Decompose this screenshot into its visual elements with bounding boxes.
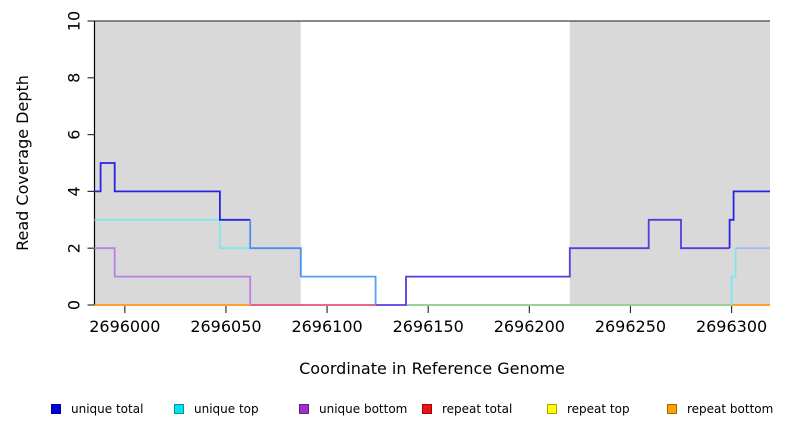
- legend-item-unique-total: unique total: [51, 399, 143, 419]
- y-tick-label: 4: [65, 186, 84, 196]
- y-tick-label: 8: [65, 73, 84, 83]
- legend-item-unique-top: unique top: [174, 399, 259, 419]
- legend-item-repeat-top: repeat top: [547, 399, 630, 419]
- legend-label: unique total: [71, 402, 144, 416]
- shaded-region-2: [569, 21, 770, 305]
- x-tick-label: 2696200: [494, 317, 565, 336]
- plot-canvas: 2696000 2696050 2696100 2696150 2696200 26962…: [13, 11, 770, 378]
- y-axis-ticks: 0 2 4 6 8 10: [65, 11, 95, 310]
- legend: unique total unique top unique bottom repea…: [0, 399, 792, 423]
- legend-swatch-icon: [547, 404, 557, 414]
- legend-swatch-icon: [51, 404, 61, 414]
- line-unique-top-left: [94, 218, 251, 250]
- y-tick-label: 10: [65, 11, 84, 31]
- legend-item-repeat-total: repeat total: [422, 399, 512, 419]
- line-unique-total-left: [94, 162, 251, 221]
- y-axis-title: Read Coverage Depth: [13, 75, 32, 251]
- x-axis-title: Coordinate in Reference Genome: [299, 359, 565, 378]
- shaded-region-1: [94, 21, 301, 305]
- x-tick-label: 2696050: [190, 317, 261, 336]
- legend-swatch-icon: [422, 404, 432, 414]
- legend-swatch-icon: [667, 404, 677, 414]
- line-unique-top-right-rise: [730, 248, 737, 305]
- plot-frame: [93, 20, 770, 305]
- x-tick-label: 2696150: [393, 317, 464, 336]
- legend-swatch-icon: [299, 404, 309, 414]
- legend-swatch-icon: [174, 404, 184, 414]
- line-unique-bottom-left: [94, 247, 252, 305]
- x-tick-label: 2696300: [696, 317, 767, 336]
- line-total-over-top-2: [249, 219, 302, 277]
- legend-item-repeat-bottom: repeat bottom: [667, 399, 773, 419]
- x-axis-ticks: 2696000 2696050 2696100 2696150 2696200 26962…: [89, 306, 767, 336]
- line-total-over-bottom: [375, 218, 730, 306]
- legend-label: repeat bottom: [687, 402, 774, 416]
- legend-label: repeat total: [442, 402, 513, 416]
- legend-label: unique top: [194, 402, 259, 416]
- x-tick-label: 2696250: [595, 317, 666, 336]
- shaded-regions: [94, 21, 770, 305]
- line-unique-total-right: [728, 190, 770, 249]
- legend-label: repeat top: [567, 402, 630, 416]
- legend-item-unique-bottom: unique bottom: [299, 399, 407, 419]
- x-tick-label: 2696100: [291, 317, 362, 336]
- legend-label: unique bottom: [319, 402, 408, 416]
- y-tick-label: 2: [65, 243, 84, 253]
- y-tick-label: 0: [65, 300, 84, 310]
- coverage-lines: [94, 162, 770, 306]
- x-tick-label: 2696000: [89, 317, 160, 336]
- line-total-over-top-1: [300, 275, 377, 305]
- y-tick-label: 6: [65, 130, 84, 140]
